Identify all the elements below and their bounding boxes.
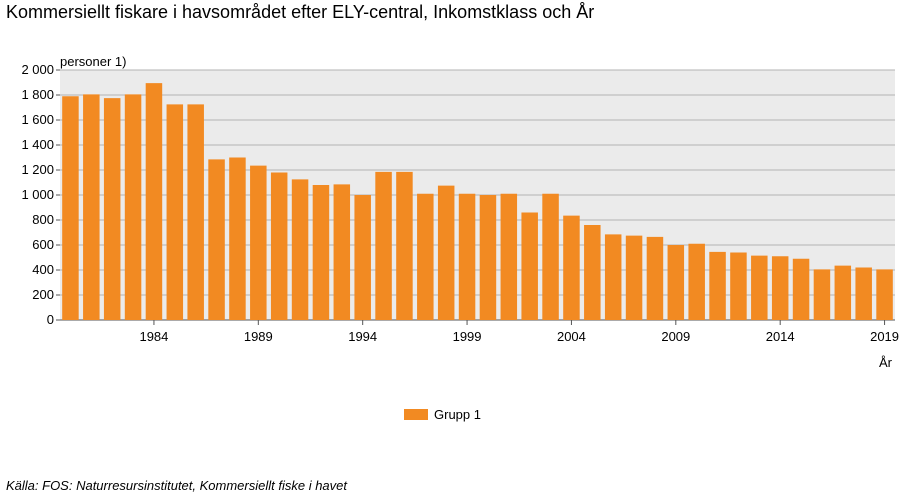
bar xyxy=(751,255,768,321)
bar xyxy=(270,172,288,320)
bar xyxy=(83,94,100,321)
bar xyxy=(291,179,309,321)
x-tick-label: 2014 xyxy=(766,329,795,344)
bar xyxy=(792,258,810,320)
bar xyxy=(688,243,705,320)
x-tick-label: 1994 xyxy=(348,329,377,344)
bar xyxy=(876,269,893,321)
y-tick-label: 1 600 xyxy=(21,112,54,127)
bar xyxy=(458,193,476,320)
bar xyxy=(604,234,622,321)
bar xyxy=(333,184,351,321)
bar xyxy=(375,171,392,321)
bar xyxy=(417,193,434,320)
bar xyxy=(354,195,371,320)
bar xyxy=(396,171,413,321)
legend: Grupp 1 xyxy=(404,407,481,422)
bar xyxy=(312,185,330,320)
bar xyxy=(124,94,142,321)
x-axis: 1984 1989 1994 1999 2004 2009 2014 2019 xyxy=(139,320,899,344)
chart-title: Kommersiellt fiskare i havsområdet efter… xyxy=(6,2,595,22)
bar xyxy=(834,265,852,321)
bar xyxy=(813,269,831,321)
bar xyxy=(521,212,538,320)
bar xyxy=(500,193,518,320)
x-tick-label: 2019 xyxy=(870,329,899,344)
y-tick-label: 400 xyxy=(32,262,54,277)
bar xyxy=(103,98,121,321)
y-tick-label: 2 000 xyxy=(21,62,54,77)
y-tick-label: 200 xyxy=(32,287,54,302)
y-tick-label: 1 000 xyxy=(21,187,54,202)
bar xyxy=(771,256,789,320)
y-tick-label: 600 xyxy=(32,237,54,252)
bar xyxy=(145,83,163,321)
y-axis: 0 200 400 600 800 1 000 1 200 1 400 1 600 1 800 2 … xyxy=(21,62,60,327)
y-axis-label: personer 1) xyxy=(60,54,126,69)
legend-swatch xyxy=(404,409,428,420)
bar xyxy=(437,185,455,321)
x-tick-label: 1989 xyxy=(244,329,273,344)
x-tick-label: 2009 xyxy=(661,329,690,344)
bar xyxy=(730,252,747,320)
x-tick-label: 2004 xyxy=(557,329,586,344)
bar xyxy=(479,195,497,320)
bar-chart: 0 200 400 600 800 1 000 1 200 1 400 1 600 1 800 2 … xyxy=(21,54,899,422)
bar xyxy=(584,225,601,320)
bar xyxy=(187,104,204,321)
bar xyxy=(542,193,559,320)
y-tick-label: 1 400 xyxy=(21,137,54,152)
y-tick-label: 800 xyxy=(32,212,54,227)
bar xyxy=(166,104,184,321)
bar xyxy=(855,267,872,320)
bar xyxy=(250,165,267,321)
y-tick-label: 0 xyxy=(47,312,54,327)
bar xyxy=(667,245,685,320)
x-tick-label: 1999 xyxy=(453,329,482,344)
bar xyxy=(709,251,726,321)
bar xyxy=(62,96,79,320)
bar xyxy=(563,215,580,321)
y-tick-label: 1 800 xyxy=(21,87,54,102)
bar xyxy=(646,236,664,321)
source-note: Källa: FOS: Naturresursinstitutet, Komme… xyxy=(6,478,348,493)
bar xyxy=(625,235,643,321)
legend-label: Grupp 1 xyxy=(434,407,481,422)
bar-series xyxy=(62,83,893,321)
bar xyxy=(208,159,225,321)
x-tick-label: 1984 xyxy=(139,329,168,344)
bar xyxy=(229,157,246,320)
y-tick-label: 1 200 xyxy=(21,162,54,177)
x-axis-label: År xyxy=(879,355,893,370)
